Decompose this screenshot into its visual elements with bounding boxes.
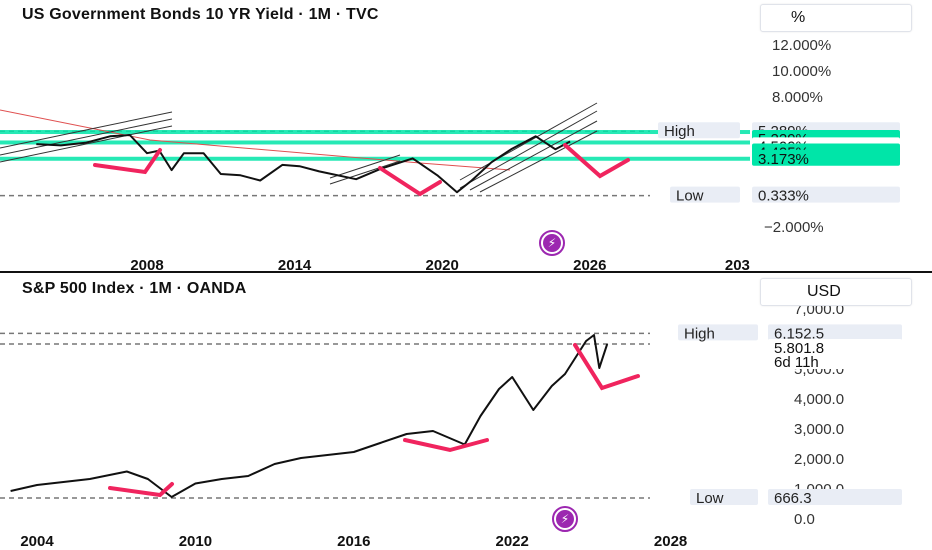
bottom-unit-button[interactable]: USD (760, 278, 912, 306)
bottom-x-tick: 2028 (654, 533, 687, 550)
top-low-label: Low (676, 188, 704, 205)
top-low-value: 0.333% (758, 188, 809, 205)
top-y-tick: 10.000% (772, 63, 831, 80)
top-arrow (563, 143, 630, 179)
top-channel-line (329, 160, 401, 185)
bottom-x-tick: 2022 (496, 533, 529, 550)
bottom-unit-label: USD (807, 283, 841, 300)
bottom-countdown: 6d 11h (774, 354, 819, 371)
top-arrow (93, 148, 162, 175)
bottom-y-tick: 4,000.0 (794, 391, 844, 408)
top-x-tick: 2020 (426, 257, 459, 274)
top-lightning-icon[interactable]: ⚡ (539, 230, 565, 256)
bottom-high-value-bg (768, 324, 902, 341)
top-channel-line (479, 130, 598, 193)
top-channel-line (0, 125, 173, 163)
top-level-3-bg (752, 149, 900, 166)
top-arrow (378, 166, 442, 197)
top-channel-line (469, 120, 598, 191)
bottom-x-tick: 2010 (179, 533, 212, 550)
bottom-arrow (108, 482, 174, 498)
top-channel-line (0, 111, 173, 149)
bottom-x-tick: 2004 (20, 533, 54, 550)
bottom-countdown-bg (768, 352, 902, 369)
bottom-low-label-bg (690, 489, 758, 506)
bottom-series-line (10, 334, 609, 498)
lightning-icon: ⚡ (556, 510, 574, 528)
top-channel-line (329, 154, 401, 179)
bottom-chart-title: S&P 500 Index · 1M · OANDA (22, 280, 247, 297)
bottom-high-label: High (684, 325, 715, 342)
bottom-y-tick: 0.0 (794, 511, 815, 528)
bottom-high-value: 6,152.5 (774, 325, 824, 342)
bottom-high-label-bg (678, 324, 758, 341)
bottom-arrow (573, 343, 640, 391)
top-chart-title: US Government Bonds 10 YR Yield · 1M · T… (22, 6, 379, 23)
bottom-lightning-icon[interactable]: ⚡ (552, 506, 578, 532)
bottom-low-value: 666.3 (774, 490, 812, 507)
bottom-arrow (403, 438, 489, 453)
top-level-3: 3.173% (758, 151, 809, 168)
top-unit-button[interactable]: % (760, 4, 912, 32)
bottom-last-value: 5,801.8 (774, 340, 824, 357)
top-high-label-bg (658, 122, 740, 139)
top-low-value-bg (752, 186, 900, 203)
top-channel-line (459, 110, 598, 189)
top-level-band (0, 130, 750, 135)
top-x-tick: 2008 (130, 257, 163, 274)
top-x-tick: 2026 (573, 257, 606, 274)
top-unit-label: % (791, 9, 806, 26)
top-x-tick: 203 (725, 257, 750, 274)
top-y-tick: 12.000% (772, 37, 831, 54)
top-series-line (36, 134, 571, 194)
top-channel-line (459, 102, 598, 181)
bottom-low-value-bg (768, 489, 902, 506)
bottom-last-value-bg (768, 338, 902, 355)
bottom-low-label: Low (696, 490, 724, 507)
lightning-icon: ⚡ (543, 234, 561, 252)
top-y-tick: 8.000% (772, 89, 823, 106)
top-low-label-bg (670, 186, 740, 203)
bottom-x-tick: 2016 (337, 533, 370, 550)
top-channel-line (0, 118, 173, 156)
top-trend-line (0, 109, 511, 171)
bottom-y-tick: 3,000.0 (794, 421, 844, 438)
top-y-tick: −2.000% (764, 219, 824, 236)
bottom-y-tick: 2,000.0 (794, 451, 844, 468)
top-high-label: High (664, 123, 695, 140)
top-level-band (0, 140, 750, 145)
top-x-tick: 2014 (278, 257, 312, 274)
